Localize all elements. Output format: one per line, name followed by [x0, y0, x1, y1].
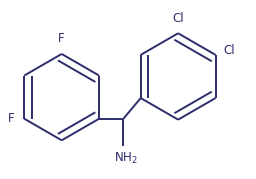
- Text: Cl: Cl: [172, 12, 184, 25]
- Text: NH$_2$: NH$_2$: [114, 151, 138, 166]
- Text: F: F: [8, 112, 15, 125]
- Text: F: F: [58, 32, 65, 45]
- Text: Cl: Cl: [223, 44, 235, 57]
